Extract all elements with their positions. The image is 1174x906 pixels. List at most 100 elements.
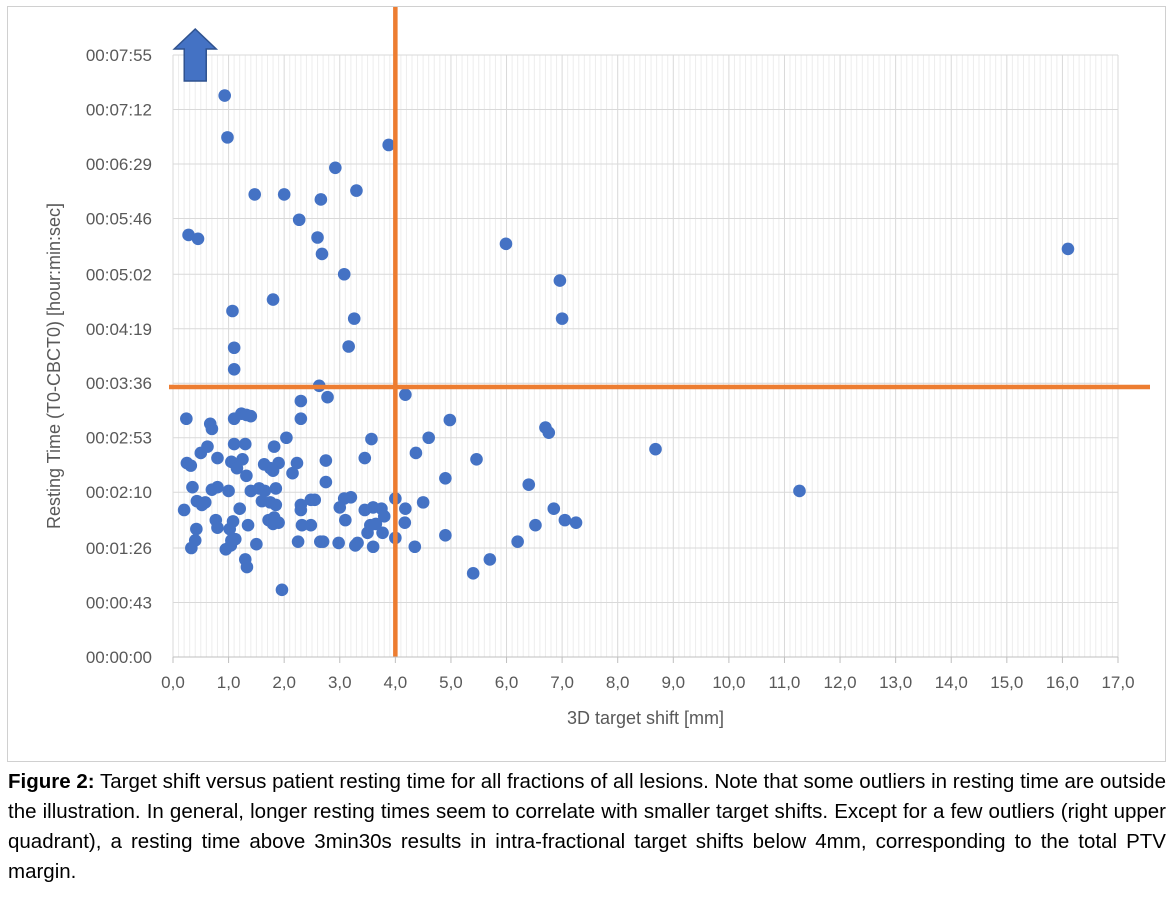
data-point — [377, 510, 391, 523]
data-point — [558, 513, 572, 527]
x-tick-label: 9,0 — [661, 673, 685, 692]
data-point — [227, 363, 241, 376]
data-point — [266, 464, 280, 477]
data-point — [218, 89, 231, 102]
y-tick-label: 00:04:19 — [86, 320, 152, 339]
data-point — [399, 388, 412, 401]
data-point — [223, 522, 236, 536]
data-point — [230, 461, 244, 475]
x-tick-label: 0,0 — [161, 673, 185, 692]
data-point — [399, 502, 412, 516]
data-point — [329, 161, 342, 175]
y-tick-label: 00:01:26 — [86, 539, 152, 558]
figure-caption: Figure 2: Target shift versus patient re… — [8, 767, 1166, 887]
data-point — [499, 237, 513, 251]
data-point — [361, 526, 374, 540]
y-tick-label: 00:05:02 — [86, 265, 152, 284]
data-point — [290, 456, 304, 470]
data-point — [337, 267, 351, 281]
data-point — [224, 539, 238, 552]
data-point — [186, 480, 199, 494]
data-point — [376, 526, 389, 540]
x-tick-label: 8,0 — [606, 673, 630, 692]
y-axis-title: Resting Time (T0-CBCT0) [hour:min:sec] — [44, 203, 64, 529]
data-point — [422, 431, 436, 445]
data-point — [184, 459, 198, 472]
data-point — [319, 454, 333, 467]
data-point — [547, 502, 561, 516]
data-point — [344, 491, 358, 504]
data-point — [240, 560, 254, 574]
data-point — [182, 228, 195, 242]
data-point — [555, 312, 569, 325]
data-point — [308, 493, 322, 507]
data-point — [222, 484, 235, 498]
data-point — [244, 409, 258, 423]
data-point — [233, 502, 247, 516]
data-point — [366, 540, 380, 554]
x-tick-label: 5,0 — [439, 673, 463, 692]
data-point — [294, 412, 308, 426]
data-point — [553, 274, 567, 287]
data-point — [277, 188, 291, 201]
axis-layer: 0,0 1,0 2,0 3,0 4,0 5,0 6,0 7,0 8,0 9,0 10,0 11,0 12… — [86, 46, 1135, 692]
points-layer — [177, 89, 1075, 597]
outlier-arrow — [172, 27, 219, 82]
data-point — [349, 539, 362, 552]
grid-layer — [172, 54, 1119, 658]
data-point — [416, 496, 430, 509]
x-tick-label: 3,0 — [328, 673, 352, 692]
data-point — [241, 518, 255, 532]
data-point — [211, 521, 224, 535]
data-point — [347, 312, 361, 325]
chart-frame: 0,0 1,0 2,0 3,0 4,0 5,0 6,0 7,0 8,0 9,0 10,0 11,0 12… — [7, 6, 1166, 762]
data-point — [470, 452, 483, 466]
y-tick-label: 00:00:43 — [86, 594, 152, 613]
data-point — [195, 498, 209, 512]
x-tick-label: 4,0 — [384, 673, 408, 692]
data-point — [227, 341, 241, 355]
data-point — [443, 413, 457, 427]
y-tick-label: 00:02:53 — [86, 429, 152, 448]
data-point — [409, 446, 423, 460]
data-point — [1061, 242, 1075, 256]
data-point — [542, 426, 556, 439]
data-point — [269, 498, 283, 512]
y-tick-label: 00:02:10 — [86, 483, 152, 502]
data-point — [314, 193, 328, 206]
data-point — [522, 478, 536, 491]
data-point — [267, 440, 281, 453]
data-point — [569, 516, 583, 529]
data-point — [466, 567, 480, 580]
data-point — [227, 412, 241, 426]
data-point — [382, 138, 395, 152]
data-point — [369, 517, 383, 531]
y-tick-label: 00:03:36 — [86, 374, 152, 393]
data-point — [292, 213, 306, 227]
data-point — [316, 535, 330, 548]
x-tick-label: 2,0 — [272, 673, 296, 692]
x-tick-label: 6,0 — [495, 673, 519, 692]
data-point — [529, 518, 542, 532]
data-point — [649, 442, 662, 456]
x-tick-label: 17,0 — [1101, 673, 1134, 692]
x-tick-label: 7,0 — [550, 673, 574, 692]
data-point — [350, 184, 363, 197]
y-tick-label: 00:07:12 — [86, 100, 152, 119]
reference-lines — [169, 7, 1150, 657]
data-point — [321, 390, 334, 404]
data-point — [439, 529, 452, 542]
x-tick-label: 13,0 — [879, 673, 912, 692]
data-point — [227, 437, 241, 451]
data-point — [319, 475, 333, 489]
data-point — [398, 516, 412, 529]
data-point — [358, 451, 372, 465]
data-point — [315, 247, 329, 261]
x-tick-label: 1,0 — [217, 673, 241, 692]
data-point — [280, 431, 293, 445]
up-arrow-icon — [172, 27, 219, 82]
x-axis-title: 3D target shift [mm] — [567, 708, 724, 728]
y-tick-label: 00:05:46 — [86, 209, 152, 228]
data-point — [483, 553, 497, 566]
data-point — [294, 394, 308, 408]
